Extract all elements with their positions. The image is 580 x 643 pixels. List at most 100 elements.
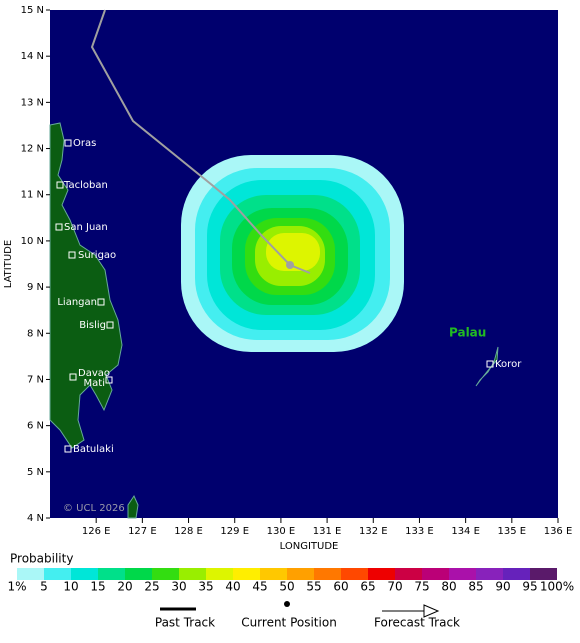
place-label: Tacloban [63,180,108,191]
colorbar-label: 50 [279,580,294,594]
colorbar-label: 65 [360,580,375,594]
colorbar-label: 60 [333,580,348,594]
colorbar-swatch [287,568,314,580]
current-position-marker [286,261,294,269]
y-tick-label: 11 N [21,190,44,201]
x-tick-label: 127 E [128,526,157,537]
colorbar-swatch [17,568,44,580]
current-position-symbol [284,601,290,607]
colorbar-swatch [395,568,422,580]
place-marker [486,360,494,368]
place-marker [64,445,72,453]
place-marker [105,376,113,384]
y-tick-label: 15 N [21,5,44,16]
colorbar-swatch [368,568,395,580]
y-tick-label: 6 N [27,421,44,432]
colorbar-label: 1% [7,580,26,594]
y-tick-label: 10 N [21,236,44,247]
x-tick-label: 132 E [359,526,388,537]
colorbar-label: 10 [63,580,78,594]
colorbar-swatch [152,568,179,580]
colorbar-title: Probability [10,552,73,566]
x-tick-label: 135 E [498,526,527,537]
x-tick-label: 136 E [544,526,573,537]
place-marker [69,373,77,381]
probability-field [181,155,404,352]
place-marker [56,181,64,189]
x-tick-label: 130 E [267,526,296,537]
y-tick-label: 9 N [27,282,44,293]
region-label: Palau [449,326,486,340]
colorbar-swatch [314,568,341,580]
place-marker [106,321,114,329]
colorbar-swatch [233,568,260,580]
y-tick-label: 8 N [27,328,44,339]
colorbar-label: 75 [414,580,429,594]
prob-contour [266,233,320,271]
x-tick-label: 134 E [451,526,480,537]
place-label: Liangan [57,297,97,308]
x-axis-label: LONGITUDE [280,541,339,552]
palau-islands [475,346,499,387]
colorbar-label: 25 [144,580,159,594]
colorbar-label: 30 [171,580,186,594]
colorbar-swatch [125,568,152,580]
colorbar-swatch [530,568,557,580]
legend-label: Current Position [241,616,337,630]
colorbar-label: 90 [495,580,510,594]
colorbar-swatch [422,568,449,580]
colorbar-swatch [179,568,206,580]
y-tick-label: 7 N [27,374,44,385]
y-axis-label: LATITUDE [3,240,14,288]
colorbar-label: 5 [40,580,48,594]
colorbar-swatch [44,568,71,580]
legend-label: Past Track [155,616,215,630]
y-tick-label: 13 N [21,97,44,108]
place-marker [64,139,72,147]
place-marker [55,223,63,231]
x-tick-label: 133 E [405,526,434,537]
colorbar-label: 80 [441,580,456,594]
y-tick-label: 14 N [21,51,44,62]
colorbar-label: 55 [306,580,321,594]
land [49,122,499,519]
place-label: Surigao [78,250,116,261]
y-tick-label: 4 N [27,513,44,524]
colorbar-swatch [98,568,125,580]
colorbar-label: 15 [90,580,105,594]
place-label: San Juan [64,222,108,233]
colorbar-label: 100% [540,580,574,594]
colorbar-label: 45 [252,580,267,594]
place-marker [97,298,105,306]
x-tick-label: 129 E [220,526,249,537]
past-track-line [90,9,311,274]
y-tick-label: 12 N [21,144,44,155]
island [127,494,139,519]
colorbar-label: 20 [117,580,132,594]
place-marker [68,251,76,259]
x-tick-label: 131 E [313,526,342,537]
legend-label: Forecast Track [374,616,460,630]
place-markers [55,139,494,453]
colorbar-swatch [449,568,476,580]
mindanao-visayas [49,122,123,449]
place-label: Oras [73,138,96,149]
colorbar-label: 95 [522,580,537,594]
colorbar-label: 35 [198,580,213,594]
x-tick-label: 128 E [174,526,203,537]
place-label: Davao [78,368,110,379]
place-label: Bislig [79,320,106,331]
colorbar-swatch [71,568,98,580]
colorbar-swatch [476,568,503,580]
colorbar-swatch [503,568,530,580]
x-tick-label: 126 E [82,526,111,537]
colorbar-label: 70 [387,580,402,594]
place-label: Koror [495,359,522,370]
place-label: Mati [84,378,105,389]
forecast-track-arrow [423,604,440,618]
colorbar-swatch [206,568,233,580]
colorbar-swatch [341,568,368,580]
colorbar-swatch [260,568,287,580]
